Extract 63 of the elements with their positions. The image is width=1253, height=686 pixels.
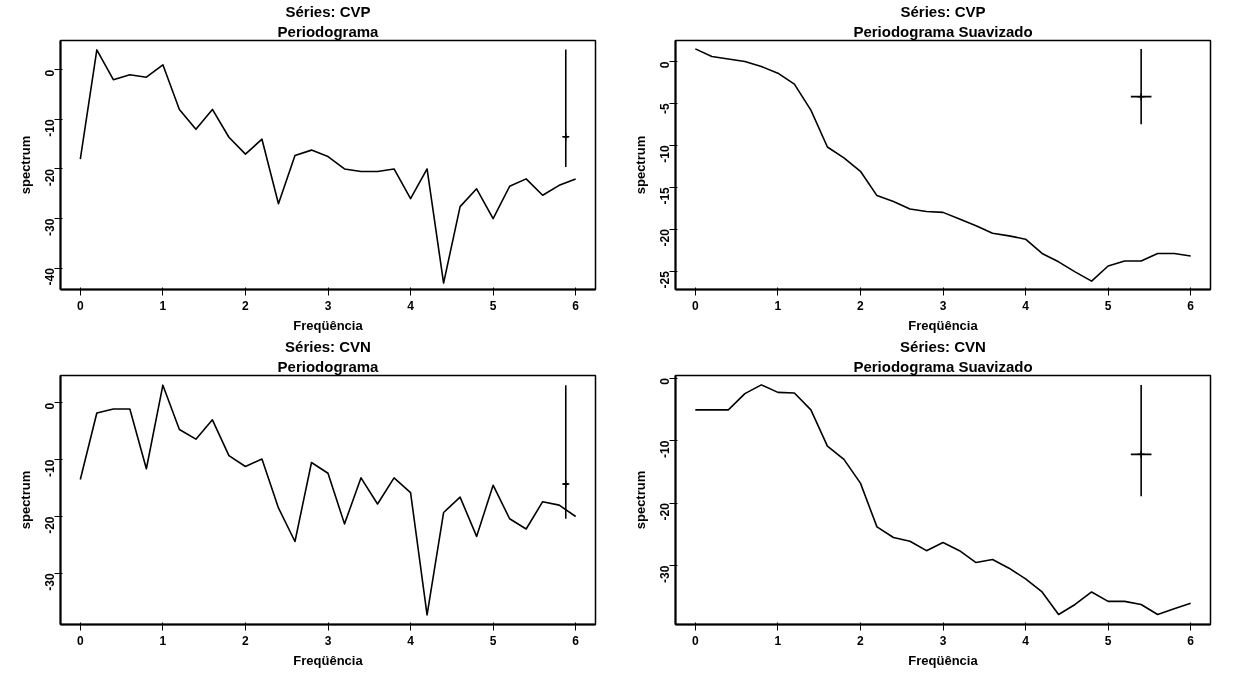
y-tick-label: -10	[658, 144, 672, 163]
x-tick-label: 6	[1187, 298, 1195, 313]
x-tick-label: 6	[1187, 633, 1195, 648]
x-tick-label: 0	[691, 298, 699, 313]
x-tick-label: 5	[1104, 633, 1112, 648]
x-tick-label: 2	[242, 633, 250, 648]
x-tick-label: 5	[1104, 298, 1112, 313]
x-tick-label: 0	[76, 298, 84, 313]
y-tick-label: -15	[658, 186, 672, 205]
y-tick-label: 0	[43, 402, 57, 410]
x-tick-label: 3	[939, 633, 947, 648]
x-tick-label: 2	[857, 298, 865, 313]
x-axis-title: Freqüência	[908, 652, 979, 668]
x-tick-label: 4	[1022, 298, 1030, 313]
chart-subtitle: Periodograma Suavizado	[853, 22, 1033, 40]
y-axis-title: spectrum	[632, 135, 648, 195]
y-tick-label: -10	[43, 459, 57, 477]
x-tick-label: 5	[489, 633, 497, 648]
x-tick-label: 6	[572, 633, 580, 648]
x-axis-title: Freqüência	[908, 317, 979, 333]
chart-title: Séries: CVN	[900, 337, 986, 355]
x-tick-label: 1	[159, 633, 167, 648]
x-tick-label: 1	[159, 298, 167, 313]
x-tick-label: 3	[324, 298, 332, 313]
y-tick-label: -20	[43, 516, 57, 534]
y-tick-label: -10	[658, 440, 672, 458]
chart-subtitle: Periodograma	[277, 22, 380, 40]
x-axis-title: Freqüência	[293, 317, 364, 333]
y-tick-label: 0	[43, 69, 57, 77]
x-axis-title: Freqüência	[293, 652, 364, 668]
y-tick-label: 0	[658, 377, 672, 385]
x-tick-label: 4	[1022, 633, 1030, 648]
y-tick-label: -20	[43, 168, 57, 187]
y-tick-label: -30	[43, 218, 57, 236]
y-tick-label: -30	[43, 573, 57, 591]
y-axis-title: spectrum	[17, 470, 33, 530]
x-tick-label: 4	[407, 633, 415, 648]
y-tick-label: -30	[658, 565, 672, 584]
x-tick-label: 0	[76, 633, 84, 648]
x-tick-label: 5	[489, 298, 497, 313]
chart-subtitle: Periodograma	[277, 357, 380, 375]
y-tick-label: -20	[658, 502, 672, 521]
y-tick-label: -40	[43, 267, 57, 286]
y-tick-label: 0	[658, 61, 672, 69]
x-tick-label: 4	[407, 298, 415, 313]
y-axis-title: spectrum	[17, 135, 33, 195]
x-tick-label: 1	[774, 633, 782, 648]
x-tick-label: 0	[691, 633, 699, 648]
chart-subtitle: Periodograma Suavizado	[853, 357, 1033, 375]
y-tick-label: -10	[43, 119, 57, 137]
chart-title: Séries: CVN	[285, 337, 371, 355]
y-tick-label: -20	[658, 228, 672, 247]
x-tick-label: 3	[939, 298, 947, 313]
x-tick-label: 3	[324, 633, 332, 648]
x-tick-label: 2	[857, 633, 865, 648]
chart-title: Séries: CVP	[900, 2, 986, 20]
x-tick-label: 6	[572, 298, 580, 313]
chart-title: Séries: CVP	[285, 2, 371, 20]
x-tick-label: 2	[242, 298, 250, 313]
y-tick-label: -5	[658, 103, 672, 115]
y-axis-title: spectrum	[632, 470, 648, 530]
y-tick-label: -25	[658, 270, 672, 289]
x-tick-label: 1	[774, 298, 782, 313]
